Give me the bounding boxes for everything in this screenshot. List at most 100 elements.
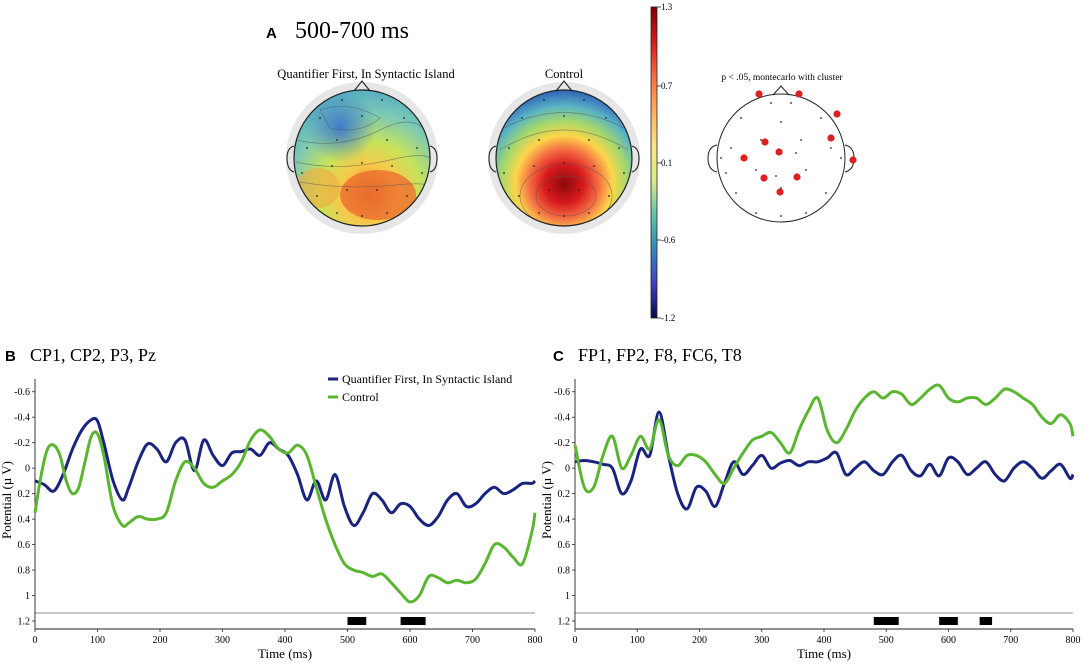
series-control-line xyxy=(33,428,537,604)
significant-electrode xyxy=(775,148,783,156)
topomap-quantifier xyxy=(286,80,438,234)
electrode xyxy=(735,192,737,194)
significant-electrode xyxy=(827,134,835,142)
significance-window xyxy=(939,617,958,625)
panel-letter: C xyxy=(553,348,564,365)
time-window-label: 500-700 ms xyxy=(295,18,409,44)
electrode xyxy=(403,117,405,119)
y-tick-label: 1 xyxy=(565,591,570,602)
x-tick-label: 400 xyxy=(278,635,293,646)
electrode xyxy=(336,139,338,141)
x-tick-label: 800 xyxy=(1066,635,1081,646)
electrode xyxy=(563,215,565,217)
electrode xyxy=(381,99,383,101)
x-tick-label: 700 xyxy=(1003,635,1018,646)
topomap-title-quantifier: Quantifier First, In Syntactic Island xyxy=(277,67,455,81)
x-tick-label: 0 xyxy=(33,635,38,646)
electrode xyxy=(588,139,590,141)
significant-electrode xyxy=(760,174,768,182)
y-tick-label: 1 xyxy=(25,591,30,602)
electrode xyxy=(770,102,772,104)
x-tick-label: 200 xyxy=(692,635,707,646)
electrode xyxy=(593,165,595,167)
significance-window xyxy=(400,617,426,625)
y-tick-label: 0.8 xyxy=(18,566,31,577)
y-tick-label: -0.4 xyxy=(554,413,570,424)
electrode xyxy=(805,212,807,214)
electrode xyxy=(341,99,343,101)
electrode xyxy=(316,195,318,197)
y-axis-label: Potential (µ V) xyxy=(539,461,554,539)
electrode xyxy=(361,215,363,217)
significant-electrode xyxy=(793,173,801,181)
panel-letter: B xyxy=(5,348,16,365)
electrode xyxy=(563,115,565,117)
significance-window xyxy=(347,617,367,625)
x-tick-label: 600 xyxy=(403,635,418,646)
electrode xyxy=(336,212,338,214)
electrode xyxy=(790,102,792,104)
y-tick-label: 0.4 xyxy=(18,515,31,526)
electrode xyxy=(406,195,408,197)
x-tick-label: 600 xyxy=(941,635,956,646)
electrode xyxy=(740,117,742,119)
panel-a-letter: A xyxy=(266,25,277,42)
y-tick-label: 0.2 xyxy=(18,489,31,500)
significant-electrode xyxy=(761,138,769,146)
colorbar-tick-label: 1.3 xyxy=(661,2,673,12)
electrode xyxy=(730,147,732,149)
electrode xyxy=(755,212,757,214)
y-tick-label: 0.4 xyxy=(558,515,571,526)
electrode xyxy=(508,147,510,149)
x-axis-label: Time (ms) xyxy=(797,646,851,661)
electrode xyxy=(361,162,363,164)
x-tick-label: 500 xyxy=(340,635,355,646)
significance-window xyxy=(979,617,993,625)
legend-label: Quantifier First, In Syntactic Island xyxy=(342,372,512,386)
significant-electrode xyxy=(776,188,784,196)
electrode xyxy=(780,121,782,123)
y-tick-label: -0.4 xyxy=(14,413,30,424)
electrode xyxy=(623,172,625,174)
colorbar-tick-label: -0.6 xyxy=(661,235,676,245)
electrode xyxy=(800,139,802,141)
significant-electrode xyxy=(833,110,841,118)
x-tick-label: 300 xyxy=(215,635,230,646)
electrode xyxy=(319,117,321,119)
y-tick-label: 0 xyxy=(25,464,30,475)
electrode xyxy=(503,172,505,174)
panel-title: CP1, CP2, P3, Pz xyxy=(30,345,156,365)
y-tick-label: 1.2 xyxy=(18,617,31,628)
electrode xyxy=(518,195,520,197)
significance-window xyxy=(873,617,899,625)
y-tick-label: 1.2 xyxy=(558,617,571,628)
colorbar-tick-label: -1.2 xyxy=(661,313,675,323)
electrode xyxy=(775,175,777,177)
x-tick-label: 100 xyxy=(90,635,105,646)
topomap-title-control: Control xyxy=(545,67,584,81)
electrode xyxy=(386,212,388,214)
legend-label: Control xyxy=(342,390,379,404)
topomap-control xyxy=(488,80,640,234)
erp-panel-cp: B CP1, CP2, P3, Pz -0.6 -0.4 -0.2 0 0.2 0.4 0.6 0… xyxy=(0,345,543,661)
y-tick-label: 0.8 xyxy=(558,566,571,577)
x-tick-label: 0 xyxy=(573,635,578,646)
electrode xyxy=(805,169,807,171)
x-tick-label: 300 xyxy=(754,635,769,646)
x-tick-label: 800 xyxy=(528,635,543,646)
significant-electrode xyxy=(849,156,857,164)
electrode xyxy=(416,147,418,149)
x-tick-label: 200 xyxy=(153,635,168,646)
erp-panel-fp: C FP1, FP2, F8, FC6, T8 -0.6 -0.4 -0.2 0 0.2 0.… xyxy=(539,345,1081,661)
y-tick-label: 0.6 xyxy=(558,540,571,551)
significant-electrode xyxy=(740,154,748,162)
significant-electrode xyxy=(755,90,763,98)
electrode xyxy=(618,147,620,149)
y-tick-label: -0.2 xyxy=(554,438,570,449)
electrode xyxy=(386,139,388,141)
series-quantifier-line xyxy=(34,416,537,528)
panel-title: FP1, FP2, F8, FC6, T8 xyxy=(578,345,742,365)
electrode xyxy=(840,157,842,159)
x-tick-label: 100 xyxy=(630,635,645,646)
